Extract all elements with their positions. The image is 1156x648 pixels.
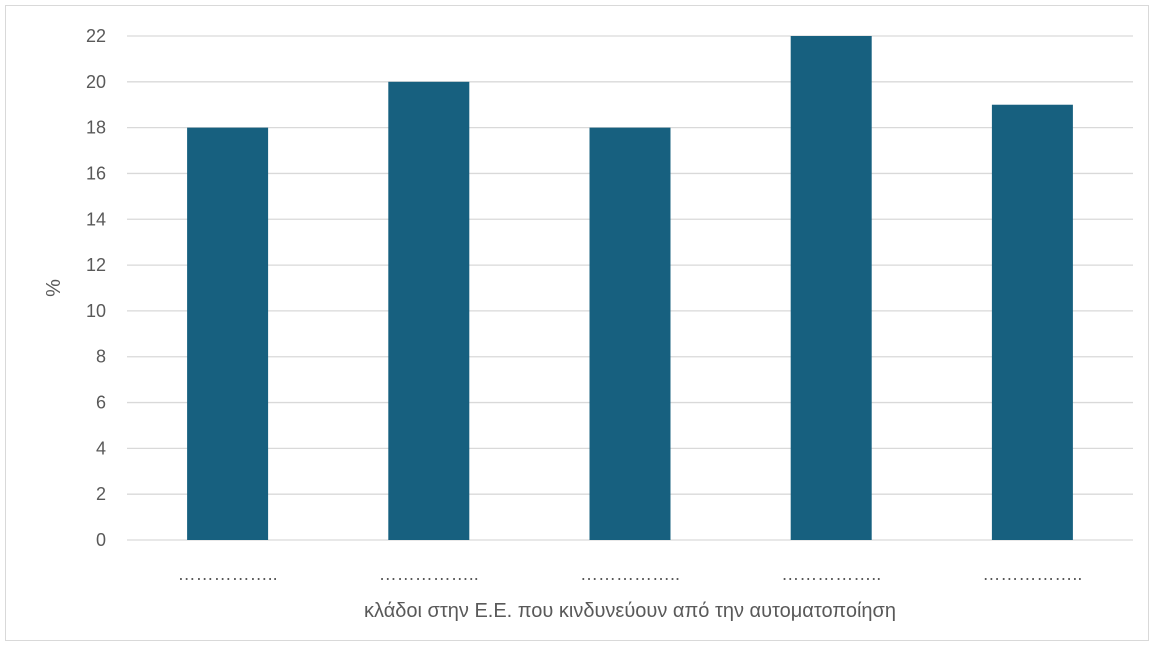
y-tick-label: 18 <box>86 118 106 138</box>
x-tick-label: …………….. <box>580 564 680 584</box>
x-tick-label: …………….. <box>781 564 881 584</box>
bar <box>187 127 269 541</box>
y-tick-label: 0 <box>96 530 106 550</box>
bar <box>589 127 671 541</box>
x-axis-ticks: …………….. …………….. …………….. …………….. …………….. <box>178 564 1083 584</box>
y-tick-label: 16 <box>86 163 106 183</box>
y-axis-title: % <box>43 279 65 297</box>
y-tick-label: 10 <box>86 301 106 321</box>
y-tick-label: 8 <box>96 347 106 367</box>
bars <box>187 36 1073 541</box>
bar <box>388 81 470 541</box>
y-tick-label: 4 <box>96 438 106 458</box>
y-tick-label: 14 <box>86 209 106 229</box>
y-tick-label: 2 <box>96 484 106 504</box>
x-axis-title: κλάδοι στην Ε.Ε. που κινδυνεύουν από την… <box>364 600 896 622</box>
x-tick-label: …………….. <box>982 564 1082 584</box>
bar <box>991 104 1073 541</box>
bar <box>790 36 872 540</box>
x-tick-label: …………….. <box>379 564 479 584</box>
x-tick-label: …………….. <box>178 564 278 584</box>
y-tick-label: 20 <box>86 72 106 92</box>
y-tick-label: 22 <box>86 26 106 46</box>
y-axis-ticks: 0 2 4 6 8 10 12 14 16 18 20 22 <box>86 26 106 550</box>
y-tick-label: 6 <box>96 393 106 413</box>
y-tick-label: 12 <box>86 255 106 275</box>
